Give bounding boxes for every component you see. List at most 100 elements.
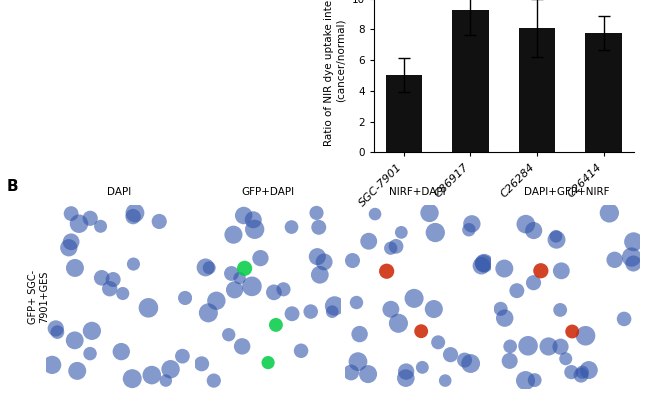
Point <box>66 211 76 217</box>
Point <box>530 377 540 383</box>
Point <box>347 257 358 264</box>
Point <box>528 227 539 234</box>
Point <box>235 275 245 281</box>
Point <box>154 218 164 225</box>
Point <box>424 210 435 216</box>
Point <box>566 369 577 375</box>
Point <box>263 359 273 366</box>
Point <box>147 372 157 378</box>
Point <box>354 331 365 337</box>
Point <box>610 257 620 263</box>
Point <box>239 212 249 219</box>
Point <box>584 367 594 373</box>
Point <box>108 276 118 283</box>
Point <box>226 270 237 277</box>
Point <box>409 295 419 302</box>
Point <box>430 229 441 236</box>
Point <box>271 322 281 328</box>
Point <box>312 253 322 260</box>
Point <box>130 210 140 216</box>
Point <box>209 377 219 384</box>
Point <box>521 377 531 384</box>
Point <box>556 267 567 274</box>
Point <box>330 303 340 309</box>
Point <box>499 315 510 321</box>
Point <box>143 305 153 311</box>
Point <box>346 369 356 376</box>
Point <box>315 271 325 278</box>
Point <box>465 360 476 367</box>
Text: DAPI: DAPI <box>107 187 131 197</box>
Point <box>165 366 176 373</box>
Point <box>523 342 533 349</box>
Bar <box>585 33 622 152</box>
Point <box>467 221 477 227</box>
Point <box>128 213 138 220</box>
Point <box>237 343 248 350</box>
Point <box>118 290 128 297</box>
Point <box>224 332 234 338</box>
Point <box>128 261 138 267</box>
Point <box>296 348 306 354</box>
Point <box>85 215 96 221</box>
Text: B: B <box>6 179 18 194</box>
Point <box>203 310 214 316</box>
Point <box>313 224 324 231</box>
Point <box>248 217 259 223</box>
Point <box>200 264 211 271</box>
Point <box>428 306 439 312</box>
Point <box>228 231 239 238</box>
Point <box>177 353 188 359</box>
Point <box>555 344 566 350</box>
Point <box>476 263 487 269</box>
Point <box>567 328 577 335</box>
Point <box>627 254 637 260</box>
Point <box>560 356 571 362</box>
Point <box>64 245 74 251</box>
Point <box>576 372 586 378</box>
Point <box>127 375 137 382</box>
Point <box>400 375 411 381</box>
Point <box>628 260 638 267</box>
Point <box>85 350 96 357</box>
Point <box>287 310 297 317</box>
Bar <box>452 10 489 152</box>
Point <box>196 360 207 367</box>
Text: GFP+DAPI: GFP+DAPI <box>242 187 294 197</box>
Point <box>528 279 539 286</box>
Point <box>504 358 515 364</box>
Point <box>161 377 171 384</box>
Point <box>521 221 531 227</box>
Point <box>445 351 456 358</box>
Point <box>319 259 330 265</box>
Point <box>66 239 76 245</box>
Point <box>479 260 489 266</box>
Point <box>229 287 240 293</box>
Point <box>105 286 115 292</box>
Point <box>370 211 380 217</box>
Point <box>70 265 80 271</box>
Point <box>543 343 554 350</box>
Point <box>247 283 257 290</box>
Point <box>460 357 470 363</box>
Bar <box>385 75 422 152</box>
Point <box>512 288 522 294</box>
Point <box>393 320 404 326</box>
Text: DAPI+GFP+NIRF: DAPI+GFP+NIRF <box>525 187 610 197</box>
Point <box>286 224 296 230</box>
Point <box>255 255 266 261</box>
Point <box>463 227 474 233</box>
Point <box>311 210 322 216</box>
Point <box>551 233 561 239</box>
Point <box>180 295 190 301</box>
Point <box>396 229 406 235</box>
Point <box>116 348 127 355</box>
Point <box>96 223 106 229</box>
Point <box>278 286 289 292</box>
Point <box>604 210 614 216</box>
Point <box>551 237 562 243</box>
Point <box>433 339 443 346</box>
Point <box>440 377 450 384</box>
Point <box>74 221 85 227</box>
Point <box>385 245 396 251</box>
